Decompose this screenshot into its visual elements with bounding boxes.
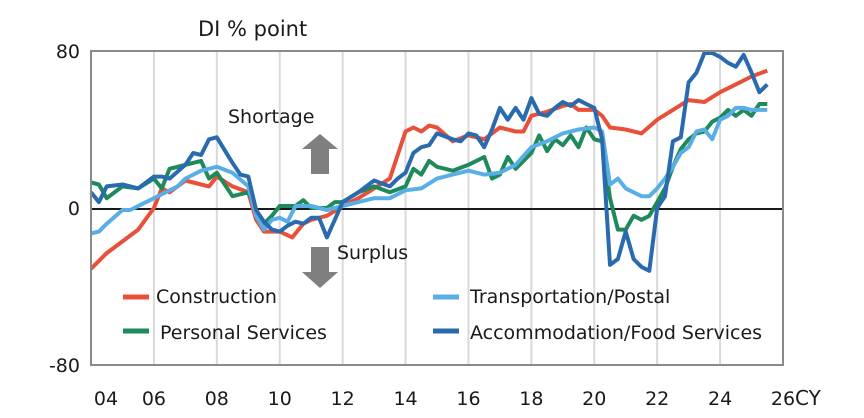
plot-frame (90, 50, 784, 366)
x-tick-label: 04 (94, 388, 118, 410)
y-tick-label: -80 (49, 355, 80, 377)
surplus-annotation: Surplus (337, 242, 408, 264)
y-tick-label: 80 (56, 41, 80, 63)
legend: Construction Personal Services Transport… (123, 286, 762, 344)
y-tick-labels: 80 0 -80 (49, 41, 80, 377)
x-tick-labels: 04 06 08 10 12 14 16 18 20 22 24 26 (94, 388, 795, 410)
x-tick-label: 20 (582, 388, 606, 410)
x-tick-label: 10 (268, 388, 292, 410)
arrow-down-icon (302, 247, 338, 288)
legend-label-construction: Construction (156, 286, 277, 308)
legend-label-accommodation-food: Accommodation/Food Services (470, 322, 762, 344)
arrow-up-icon (302, 134, 338, 174)
series-line-personal-services (90, 102, 768, 232)
shortage-annotation: Shortage (228, 106, 314, 128)
legend-label-personal-services: Personal Services (160, 322, 327, 344)
series-line-construction (89, 68, 768, 271)
x-tick-label: 16 (456, 388, 480, 410)
x-tick-label: 18 (519, 388, 543, 410)
x-tick-label: 12 (331, 388, 355, 410)
y-axis-label: DI % point (198, 17, 307, 41)
x-tick-label: 06 (142, 388, 166, 410)
x-axis-label: CY (795, 386, 822, 410)
y-tick-label: 0 (68, 198, 80, 220)
series-line-transportation-postal (90, 105, 768, 236)
x-tick-label: 26 (771, 388, 795, 410)
x-tick-label: 08 (205, 388, 229, 410)
legend-label-transportation-postal: Transportation/Postal (469, 286, 670, 308)
x-tick-label: 24 (708, 388, 732, 410)
series-lines (89, 51, 769, 273)
series-line-accommodation-food-services (89, 51, 769, 273)
x-tick-label: 14 (393, 388, 417, 410)
x-tick-label: 22 (645, 388, 669, 410)
